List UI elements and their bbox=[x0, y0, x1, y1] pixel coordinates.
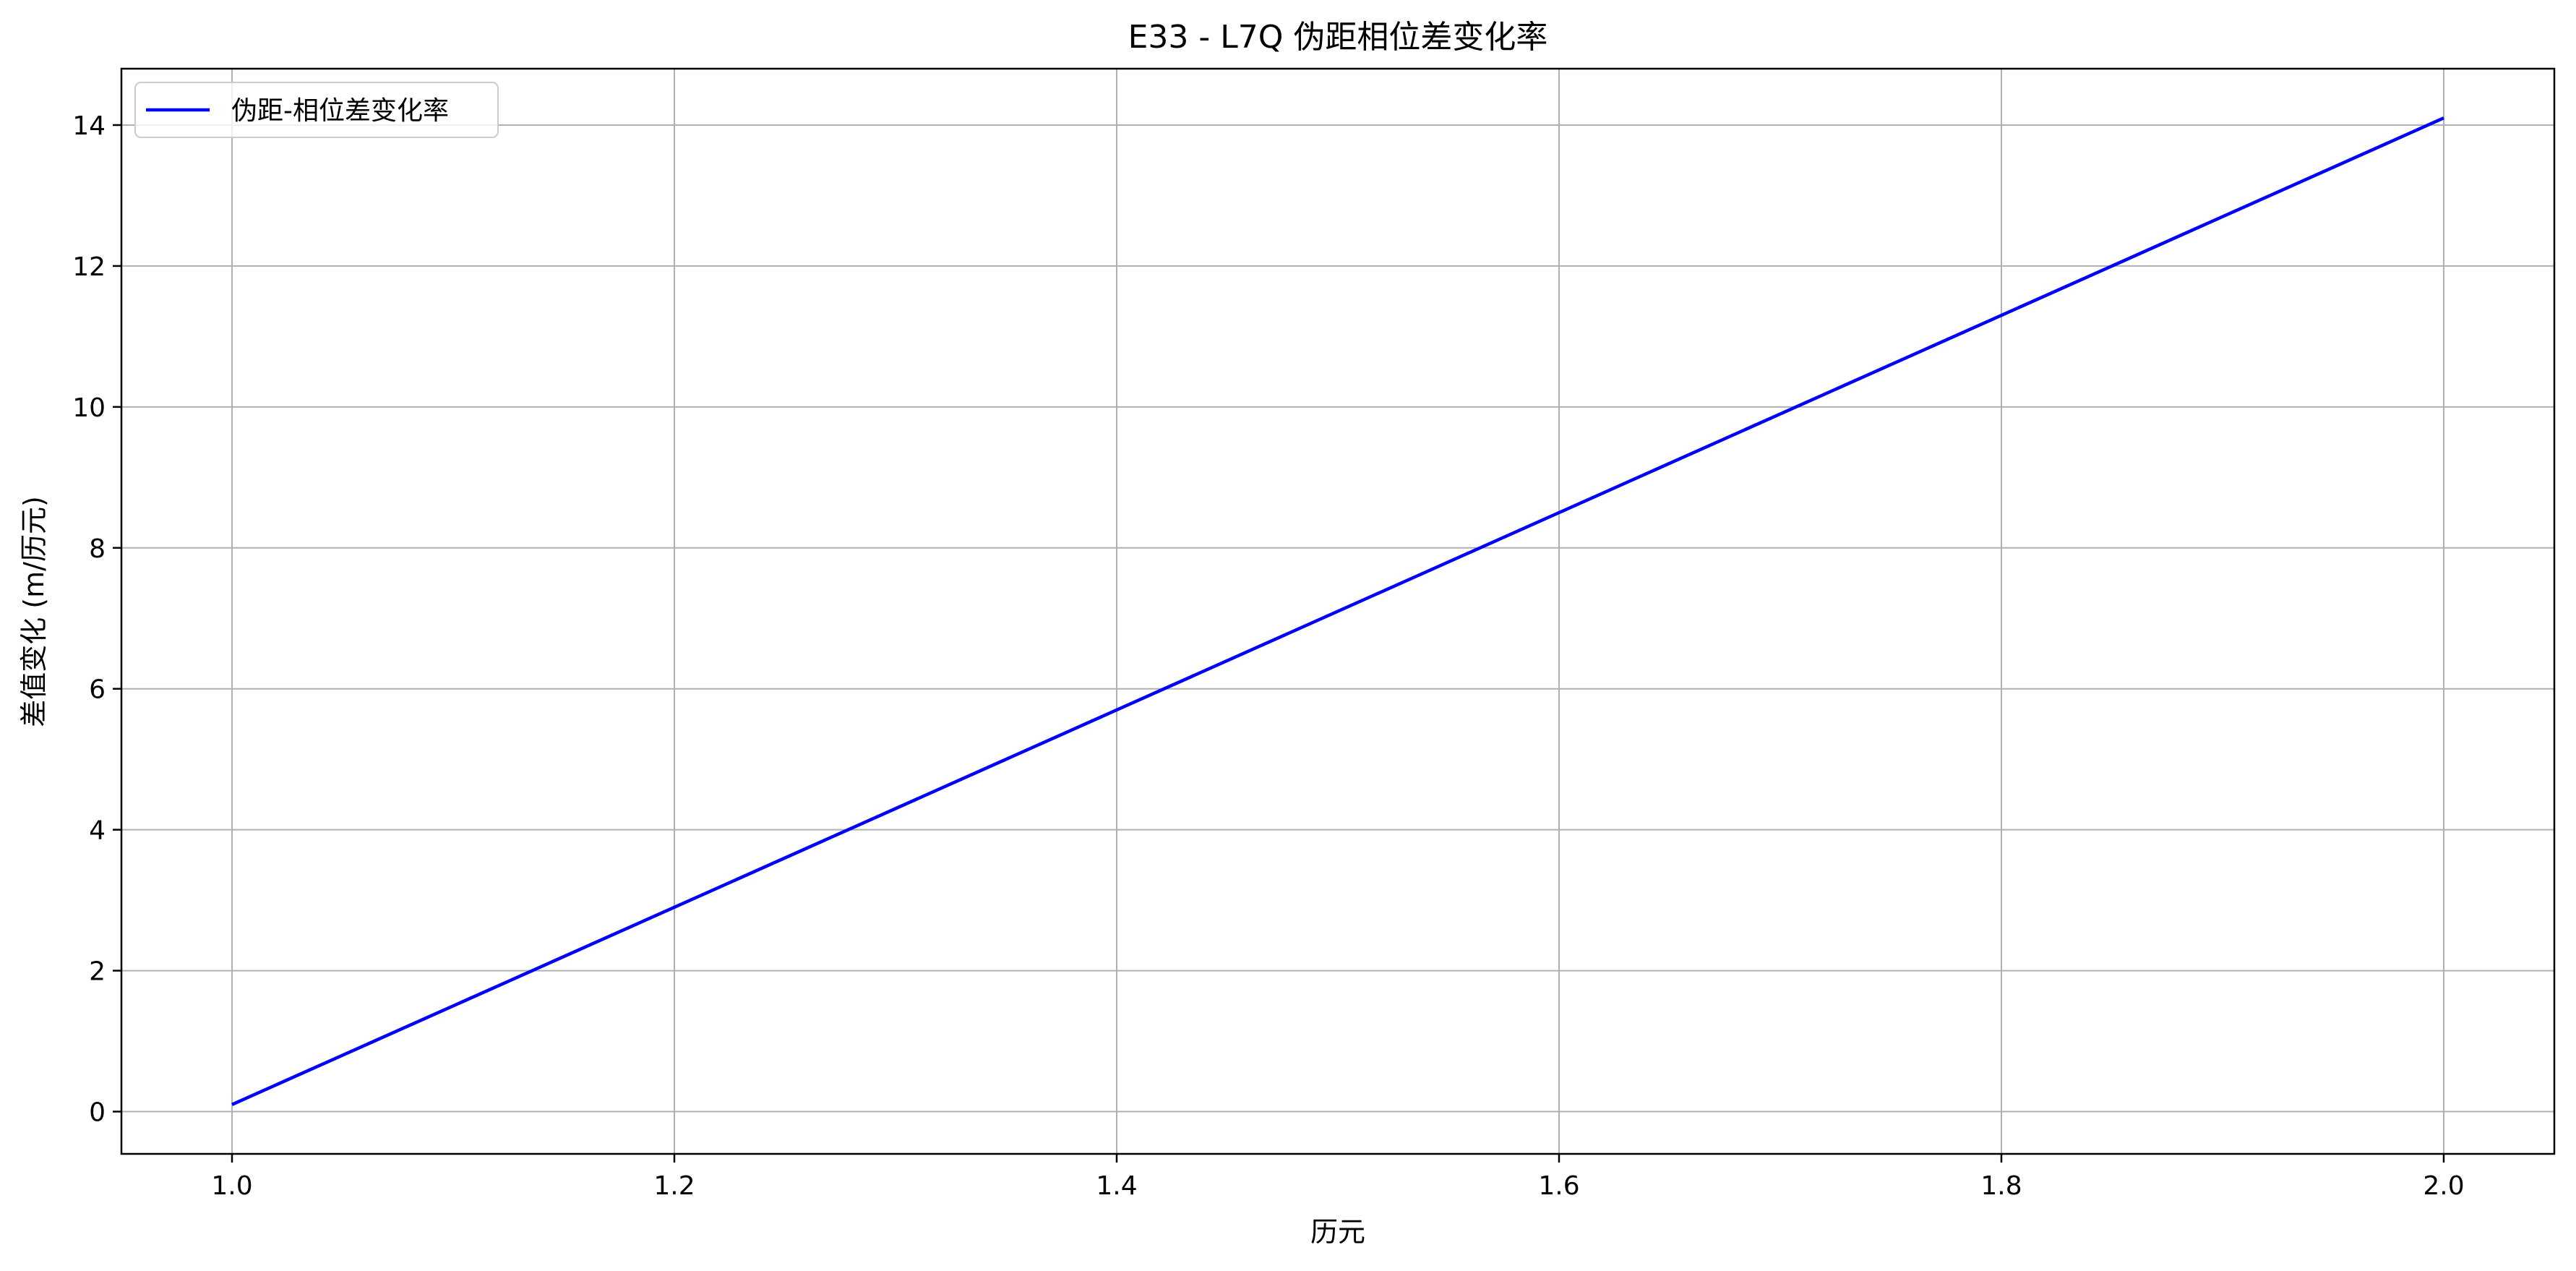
x-tick-label: 1.6 bbox=[1538, 1171, 1579, 1201]
legend: 伪距-相位差变化率 bbox=[134, 82, 499, 138]
y-tick-label: 12 bbox=[72, 252, 106, 282]
y-tick-label: 8 bbox=[89, 534, 106, 564]
y-tick-label: 2 bbox=[89, 957, 106, 987]
chart-title: E33 - L7Q 伪距相位差变化率 bbox=[1128, 19, 1548, 56]
y-tick-label: 4 bbox=[89, 816, 106, 846]
y-tick-label: 14 bbox=[72, 111, 106, 141]
series-line bbox=[231, 116, 2444, 1106]
x-tick-label: 2.0 bbox=[2423, 1171, 2464, 1201]
y-axis-ticks: 0 2 4 6 8 10 12 14 bbox=[72, 111, 121, 1128]
x-axis-ticks: 1.0 1.2 1.4 1.6 1.8 2.0 bbox=[211, 1154, 2465, 1201]
series-group bbox=[231, 116, 2444, 1106]
x-tick-label: 1.4 bbox=[1096, 1171, 1137, 1201]
y-tick-label: 6 bbox=[89, 675, 106, 705]
plot-frame bbox=[120, 67, 2556, 1155]
x-tick-label: 1.2 bbox=[653, 1171, 695, 1201]
x-tick-label: 1.8 bbox=[1980, 1171, 2022, 1201]
x-axis-label: 历元 bbox=[1310, 1216, 1365, 1248]
y-tick-label: 0 bbox=[89, 1098, 106, 1128]
y-tick-label: 10 bbox=[72, 393, 106, 423]
legend-label: 伪距-相位差变化率 bbox=[231, 96, 449, 126]
y-axis-label: 差值变化 (m/历元) bbox=[18, 496, 50, 727]
legend-box bbox=[134, 82, 499, 138]
grid bbox=[121, 69, 2554, 1154]
x-tick-label: 1.0 bbox=[211, 1171, 252, 1201]
